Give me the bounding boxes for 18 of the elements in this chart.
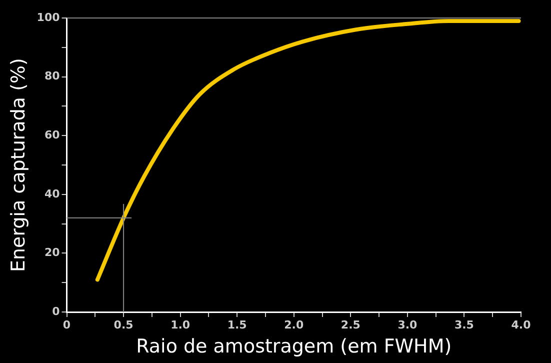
text: 1.0 <box>170 318 190 332</box>
x-tick-label: 0.5 <box>114 318 134 332</box>
text: 4.0 <box>511 318 531 332</box>
y-tick-label: 20 <box>44 246 60 260</box>
text: 3.0 <box>398 318 418 332</box>
y-tick-label: 40 <box>44 187 60 200</box>
y-axis-title: Energia capturada (%) <box>7 58 30 272</box>
y-tick-label: 0 <box>52 304 60 318</box>
x-axis-title: Raio de amostragem (em FWHM) <box>136 336 452 358</box>
x-tick-label: 1.5 <box>227 318 247 332</box>
line-series <box>95 18 521 282</box>
x-tick-label: 3.5 <box>454 318 474 332</box>
text: 2.0 <box>284 318 304 332</box>
x-tick-label: 0 <box>62 318 71 332</box>
y-tick-label: 60 <box>44 128 60 142</box>
x-tick-label: 2.5 <box>340 318 360 332</box>
y-tick-label: 100 <box>36 10 60 24</box>
y-tick-label: 80 <box>44 70 60 83</box>
